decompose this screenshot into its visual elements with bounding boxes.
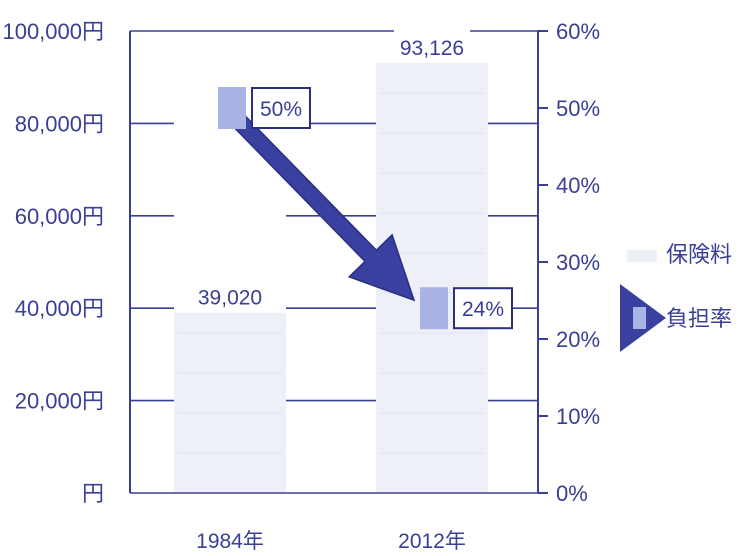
legend-swatch-rate-marker xyxy=(633,307,646,329)
left-tick-label: 円 xyxy=(82,481,104,506)
trend-arrow xyxy=(233,115,416,302)
legend-label: 負担率 xyxy=(666,307,732,332)
rate-marker-1 xyxy=(218,87,246,129)
bar-value-label: 39,020 xyxy=(198,287,262,310)
right-tick-label: 60% xyxy=(556,19,600,44)
right-tick-label: 10% xyxy=(556,404,600,429)
right-tick-label: 50% xyxy=(556,96,600,121)
right-tick-label: 40% xyxy=(556,173,600,198)
rate-value-label: 50% xyxy=(260,98,302,121)
left-tick-label: 100,000円 xyxy=(2,19,104,44)
category-label: 2012年 xyxy=(398,530,466,553)
bar-1 xyxy=(174,312,286,493)
left-tick-label: 40,000円 xyxy=(15,296,104,321)
left-tick-label: 80,000円 xyxy=(15,111,104,136)
bar-value-label: 93,126 xyxy=(400,37,464,60)
category-label: 1984年 xyxy=(196,530,264,553)
right-tick-label: 20% xyxy=(556,327,600,352)
right-tick-label: 30% xyxy=(556,250,600,275)
rate-label-box xyxy=(251,87,311,129)
rate-marker-2 xyxy=(420,287,448,330)
left-tick-label: 20,000円 xyxy=(15,389,104,414)
legend-swatch-premium xyxy=(627,250,657,262)
legend-label: 保険料 xyxy=(666,243,732,268)
rate-value-label: 24% xyxy=(462,298,504,321)
right-tick-label: 0% xyxy=(556,481,588,506)
rate-label-box xyxy=(453,287,513,330)
left-tick-label: 60,000円 xyxy=(15,204,104,229)
